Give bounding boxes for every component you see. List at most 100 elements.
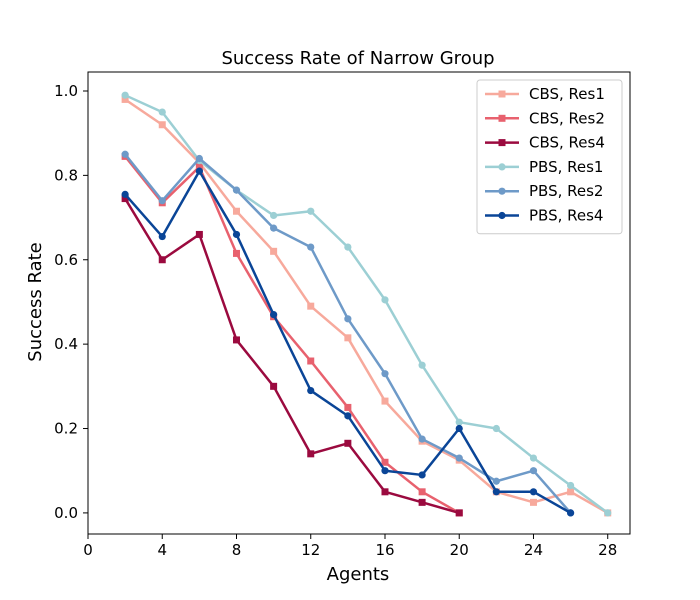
y-tick-label: 0.2 xyxy=(54,420,78,438)
data-point-pbs-res2 xyxy=(232,186,241,194)
data-point-cbs-res2 xyxy=(381,458,389,466)
data-point-pbs-res2 xyxy=(418,435,426,443)
data-point-pbs-res4 xyxy=(121,190,129,198)
data-point-cbs-res2 xyxy=(195,163,203,171)
plot-frame xyxy=(87,71,631,535)
data-point-pbs-res1 xyxy=(604,509,612,517)
legend-label: PBS, Res1 xyxy=(529,158,603,176)
legend-item-cbs-res4: CBS, Res4 xyxy=(485,134,605,152)
series-line-cbs-res4 xyxy=(124,197,460,515)
series-line-cbs-res1 xyxy=(124,98,609,514)
data-point-cbs-res2 xyxy=(418,488,426,496)
data-point-pbs-res2 xyxy=(195,154,203,163)
data-point-cbs-res2 xyxy=(307,357,315,365)
data-point-pbs-res1 xyxy=(455,418,463,426)
data-point-cbs-res4 xyxy=(307,450,315,458)
data-point-cbs-res1 xyxy=(232,207,240,215)
legend-marker xyxy=(498,90,506,98)
data-point-cbs-res1 xyxy=(307,302,315,310)
data-point-cbs-res4 xyxy=(121,195,129,203)
x-tick-label: 28 xyxy=(598,541,617,559)
legend-label: CBS, Res2 xyxy=(529,109,605,127)
data-point-pbs-res4 xyxy=(492,488,500,496)
data-point-pbs-res2 xyxy=(307,243,315,251)
data-point-pbs-res4 xyxy=(232,230,241,239)
data-point-pbs-res1 xyxy=(567,481,575,490)
data-point-pbs-res4 xyxy=(307,386,315,395)
legend-marker xyxy=(498,139,506,147)
chart-title: Success Rate of Narrow Group xyxy=(221,48,494,69)
y-tick-label: 0.6 xyxy=(54,251,78,269)
legend-marker xyxy=(498,187,506,195)
data-point-pbs-res2 xyxy=(121,150,129,158)
data-point-cbs-res1 xyxy=(529,498,537,506)
data-point-cbs-res4 xyxy=(381,488,389,496)
y-tick-label: 0.4 xyxy=(54,335,78,353)
data-point-pbs-res2 xyxy=(529,467,538,475)
data-point-pbs-res1 xyxy=(121,91,129,99)
x-tick-label: 24 xyxy=(524,541,543,559)
legend-marker xyxy=(498,114,506,122)
series-cbs-res2 xyxy=(121,152,463,517)
data-point-pbs-res1 xyxy=(381,296,389,304)
plot-area xyxy=(121,91,612,517)
x-tick-label: 12 xyxy=(301,541,320,559)
x-axis-title: Agents xyxy=(327,564,390,585)
series-line-cbs-res2 xyxy=(124,155,460,514)
legend-item-pbs-res1: PBS, Res1 xyxy=(485,158,603,176)
series-pbs-res1 xyxy=(121,91,612,517)
data-point-pbs-res1 xyxy=(270,211,278,220)
data-point-cbs-res4 xyxy=(232,336,240,344)
data-point-pbs-res4 xyxy=(381,467,389,475)
data-point-pbs-res1 xyxy=(307,207,315,215)
data-point-pbs-res1 xyxy=(529,454,538,462)
y-axis-title: Success Rate xyxy=(25,242,46,361)
y-tick-label: 1.0 xyxy=(54,82,78,100)
axes: 0 4 8 12 16 20 24 28 0.0 0.2 0.4 0.6 0.8 1.0 xyxy=(54,71,631,559)
data-point-pbs-res4 xyxy=(418,471,426,479)
series-pbs-res4 xyxy=(121,167,575,517)
x-tick-label: 16 xyxy=(375,541,394,559)
data-point-pbs-res2 xyxy=(158,197,166,205)
data-point-pbs-res2 xyxy=(492,477,500,485)
data-point-pbs-res4 xyxy=(195,167,203,175)
data-point-pbs-res2 xyxy=(381,370,389,378)
x-tick-label: 8 xyxy=(232,541,242,559)
data-point-cbs-res4 xyxy=(195,230,203,238)
data-point-cbs-res1 xyxy=(121,95,129,103)
y-tick-label: 0.8 xyxy=(54,166,78,184)
data-point-cbs-res1 xyxy=(381,397,389,405)
data-point-pbs-res1 xyxy=(492,424,500,433)
legend-marker xyxy=(498,211,506,220)
legend: CBS, Res1 CBS, Res2 CBS, Res4 PBS, Res1 PBS,… xyxy=(476,79,623,235)
data-point-cbs-res1 xyxy=(158,121,166,129)
data-point-cbs-res1 xyxy=(270,247,278,255)
data-point-cbs-res1 xyxy=(567,488,575,496)
data-point-cbs-res4 xyxy=(158,256,166,264)
data-point-cbs-res2 xyxy=(232,249,240,257)
series-line-pbs-res1 xyxy=(124,94,609,514)
x-tick-label: 4 xyxy=(157,541,167,559)
legend-item-pbs-res2: PBS, Res2 xyxy=(485,182,603,200)
x-tick-label: 0 xyxy=(83,541,93,559)
legend-marker xyxy=(498,163,506,171)
data-point-cbs-res4 xyxy=(344,439,352,447)
legend-label: CBS, Res4 xyxy=(529,134,605,152)
y-tick-label: 0.0 xyxy=(54,504,78,522)
data-point-cbs-res4 xyxy=(270,382,278,390)
legend-label: CBS, Res1 xyxy=(529,85,605,103)
series-cbs-res4 xyxy=(121,195,463,517)
data-point-cbs-res4 xyxy=(455,509,463,517)
legend-item-cbs-res1: CBS, Res1 xyxy=(485,85,605,103)
data-point-pbs-res1 xyxy=(418,361,426,369)
data-point-pbs-res4 xyxy=(567,509,575,517)
legend-label: PBS, Res2 xyxy=(529,182,603,200)
data-point-cbs-res2 xyxy=(344,403,352,411)
data-point-pbs-res4 xyxy=(158,232,166,241)
data-point-pbs-res4 xyxy=(344,412,352,420)
data-point-pbs-res2 xyxy=(455,454,463,462)
data-point-pbs-res2 xyxy=(344,315,352,323)
data-point-cbs-res4 xyxy=(418,498,426,506)
